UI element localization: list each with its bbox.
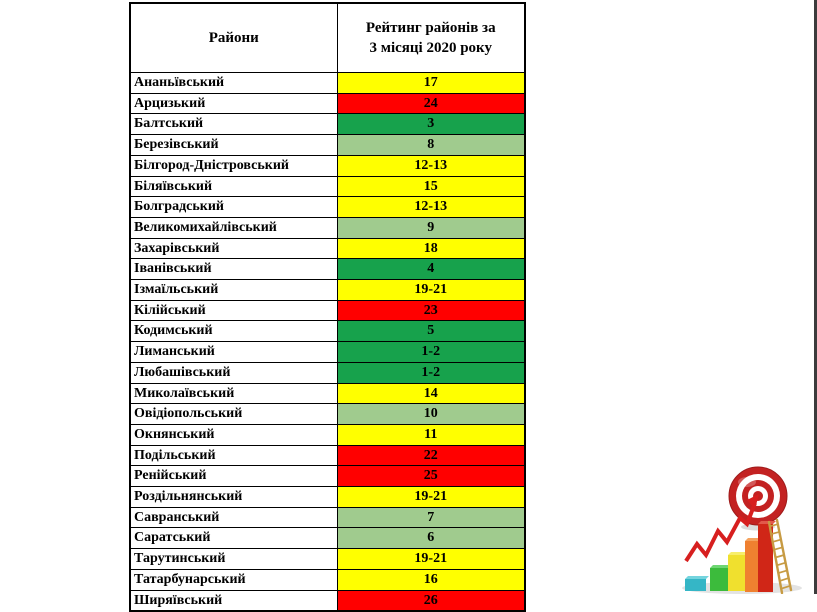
district-name-cell: Окнянський — [129, 423, 338, 446]
table-row: Лиманський 1-2 — [129, 341, 526, 363]
table-row: Ренійський 25 — [129, 465, 526, 488]
district-name-cell: Кілійський — [129, 299, 338, 322]
district-name-cell: Білгород-Дністровський — [129, 154, 338, 177]
target-growth-chart-clipart-icon — [682, 466, 802, 595]
district-name-cell: Березівський — [129, 134, 338, 156]
rating-cell: 14 — [336, 382, 526, 405]
rating-cell: 5 — [336, 320, 526, 343]
rating-cell: 17 — [336, 72, 526, 94]
district-name-cell: Татарбунарський — [129, 568, 338, 591]
rating-cell: 15 — [336, 175, 526, 198]
district-name-cell: Савранський — [129, 506, 338, 529]
header-row: Райони Рейтинг районів за 3 місяці 2020 … — [129, 2, 526, 73]
rating-cell: 19-21 — [336, 486, 526, 508]
district-name-cell: Балтський — [129, 113, 338, 136]
table-body: Ананьївський 17 Арцизький 24 Балтський 3… — [129, 72, 526, 612]
rating-cell: 9 — [336, 216, 526, 239]
rating-cell: 1-2 — [336, 361, 526, 384]
table-row: Білгород-Дністровський 12-13 — [129, 154, 526, 177]
table-row: Окнянський 11 — [129, 423, 526, 446]
rating-cell: 23 — [336, 299, 526, 322]
table-row: Болградський 12-13 — [129, 196, 526, 218]
district-name-cell: Овідіопольський — [129, 403, 338, 425]
district-name-cell: Кодимський — [129, 320, 338, 343]
rating-cell: 16 — [336, 568, 526, 591]
district-name-cell: Лиманський — [129, 341, 338, 363]
table-row: Савранський 7 — [129, 506, 526, 529]
district-name-cell: Миколаївський — [129, 382, 338, 405]
table-row: Арцизький 24 — [129, 92, 526, 115]
district-name-cell: Біляївський — [129, 175, 338, 198]
rating-cell: 6 — [336, 527, 526, 550]
district-name-cell: Болградський — [129, 196, 338, 218]
district-name-cell: Роздільнянський — [129, 486, 338, 508]
district-rating-table-wrap: Райони Рейтинг районів за 3 місяці 2020 … — [129, 2, 526, 612]
table-row: Кодимський 5 — [129, 320, 526, 343]
rating-cell: 7 — [336, 506, 526, 529]
table-row: Березівський 8 — [129, 134, 526, 156]
slide-right-edge-line — [814, 0, 817, 594]
table-row: Балтський 3 — [129, 113, 526, 136]
rating-cell: 3 — [336, 113, 526, 136]
slide-page: { "page": { "background": "#ffffff", "ri… — [129, 0, 817, 612]
rating-cell: 12-13 — [336, 196, 526, 218]
header-rating-line1: Рейтинг районів за — [365, 19, 496, 36]
table-row: Ізмаїльський 19-21 — [129, 279, 526, 301]
rating-cell: 24 — [336, 92, 526, 115]
table-row: Біляївський 15 — [129, 175, 526, 198]
table-row: Тарутинський 19-21 — [129, 548, 526, 570]
table-row: Великомихайлівський 9 — [129, 216, 526, 239]
table-row: Роздільнянський 19-21 — [129, 486, 526, 508]
district-name-cell: Ренійський — [129, 465, 338, 488]
header-rating: Рейтинг районів за 3 місяці 2020 року — [336, 2, 526, 73]
header-districts-label: Райони — [208, 29, 259, 46]
rating-cell: 10 — [336, 403, 526, 425]
district-name-cell: Ананьївський — [129, 72, 338, 94]
district-name-cell: Ширяївський — [129, 589, 338, 612]
header-districts: Райони — [129, 2, 338, 73]
rating-cell: 22 — [336, 444, 526, 467]
district-name-cell: Любашівський — [129, 361, 338, 384]
district-name-cell: Подільський — [129, 444, 338, 467]
table-row: Ширяївський 26 — [129, 589, 526, 612]
rating-cell: 26 — [336, 589, 526, 612]
rating-cell: 18 — [336, 237, 526, 260]
table-header: Райони Рейтинг районів за 3 місяці 2020 … — [129, 2, 526, 73]
rating-cell: 8 — [336, 134, 526, 156]
rating-cell: 4 — [336, 258, 526, 281]
table-row: Овідіопольський 10 — [129, 403, 526, 425]
header-rating-line2: 3 місяці 2020 року — [369, 40, 493, 56]
district-name-cell: Великомихайлівський — [129, 216, 338, 239]
table-row: Ананьївський 17 — [129, 72, 526, 94]
table-row: Саратський 6 — [129, 527, 526, 550]
table-row: Іванівський 4 — [129, 258, 526, 281]
rating-cell: 1-2 — [336, 341, 526, 363]
table-row: Любашівський 1-2 — [129, 361, 526, 384]
district-name-cell: Тарутинський — [129, 548, 338, 570]
table-row: Захарівський 18 — [129, 237, 526, 260]
district-name-cell: Ізмаїльський — [129, 279, 338, 301]
table-row: Кілійський 23 — [129, 299, 526, 322]
district-name-cell: Арцизький — [129, 92, 338, 115]
district-name-cell: Іванівський — [129, 258, 338, 281]
table-row: Миколаївський 14 — [129, 382, 526, 405]
district-name-cell: Саратський — [129, 527, 338, 550]
table-row: Подільський 22 — [129, 444, 526, 467]
district-name-cell: Захарівський — [129, 237, 338, 260]
district-rating-table: Райони Рейтинг районів за 3 місяці 2020 … — [129, 2, 526, 612]
growth-target-illustration — [680, 460, 817, 595]
rating-cell: 11 — [336, 423, 526, 446]
rating-cell: 19-21 — [336, 548, 526, 570]
rating-cell: 12-13 — [336, 154, 526, 177]
rating-cell: 25 — [336, 465, 526, 488]
table-row: Татарбунарський 16 — [129, 568, 526, 591]
rating-cell: 19-21 — [336, 279, 526, 301]
